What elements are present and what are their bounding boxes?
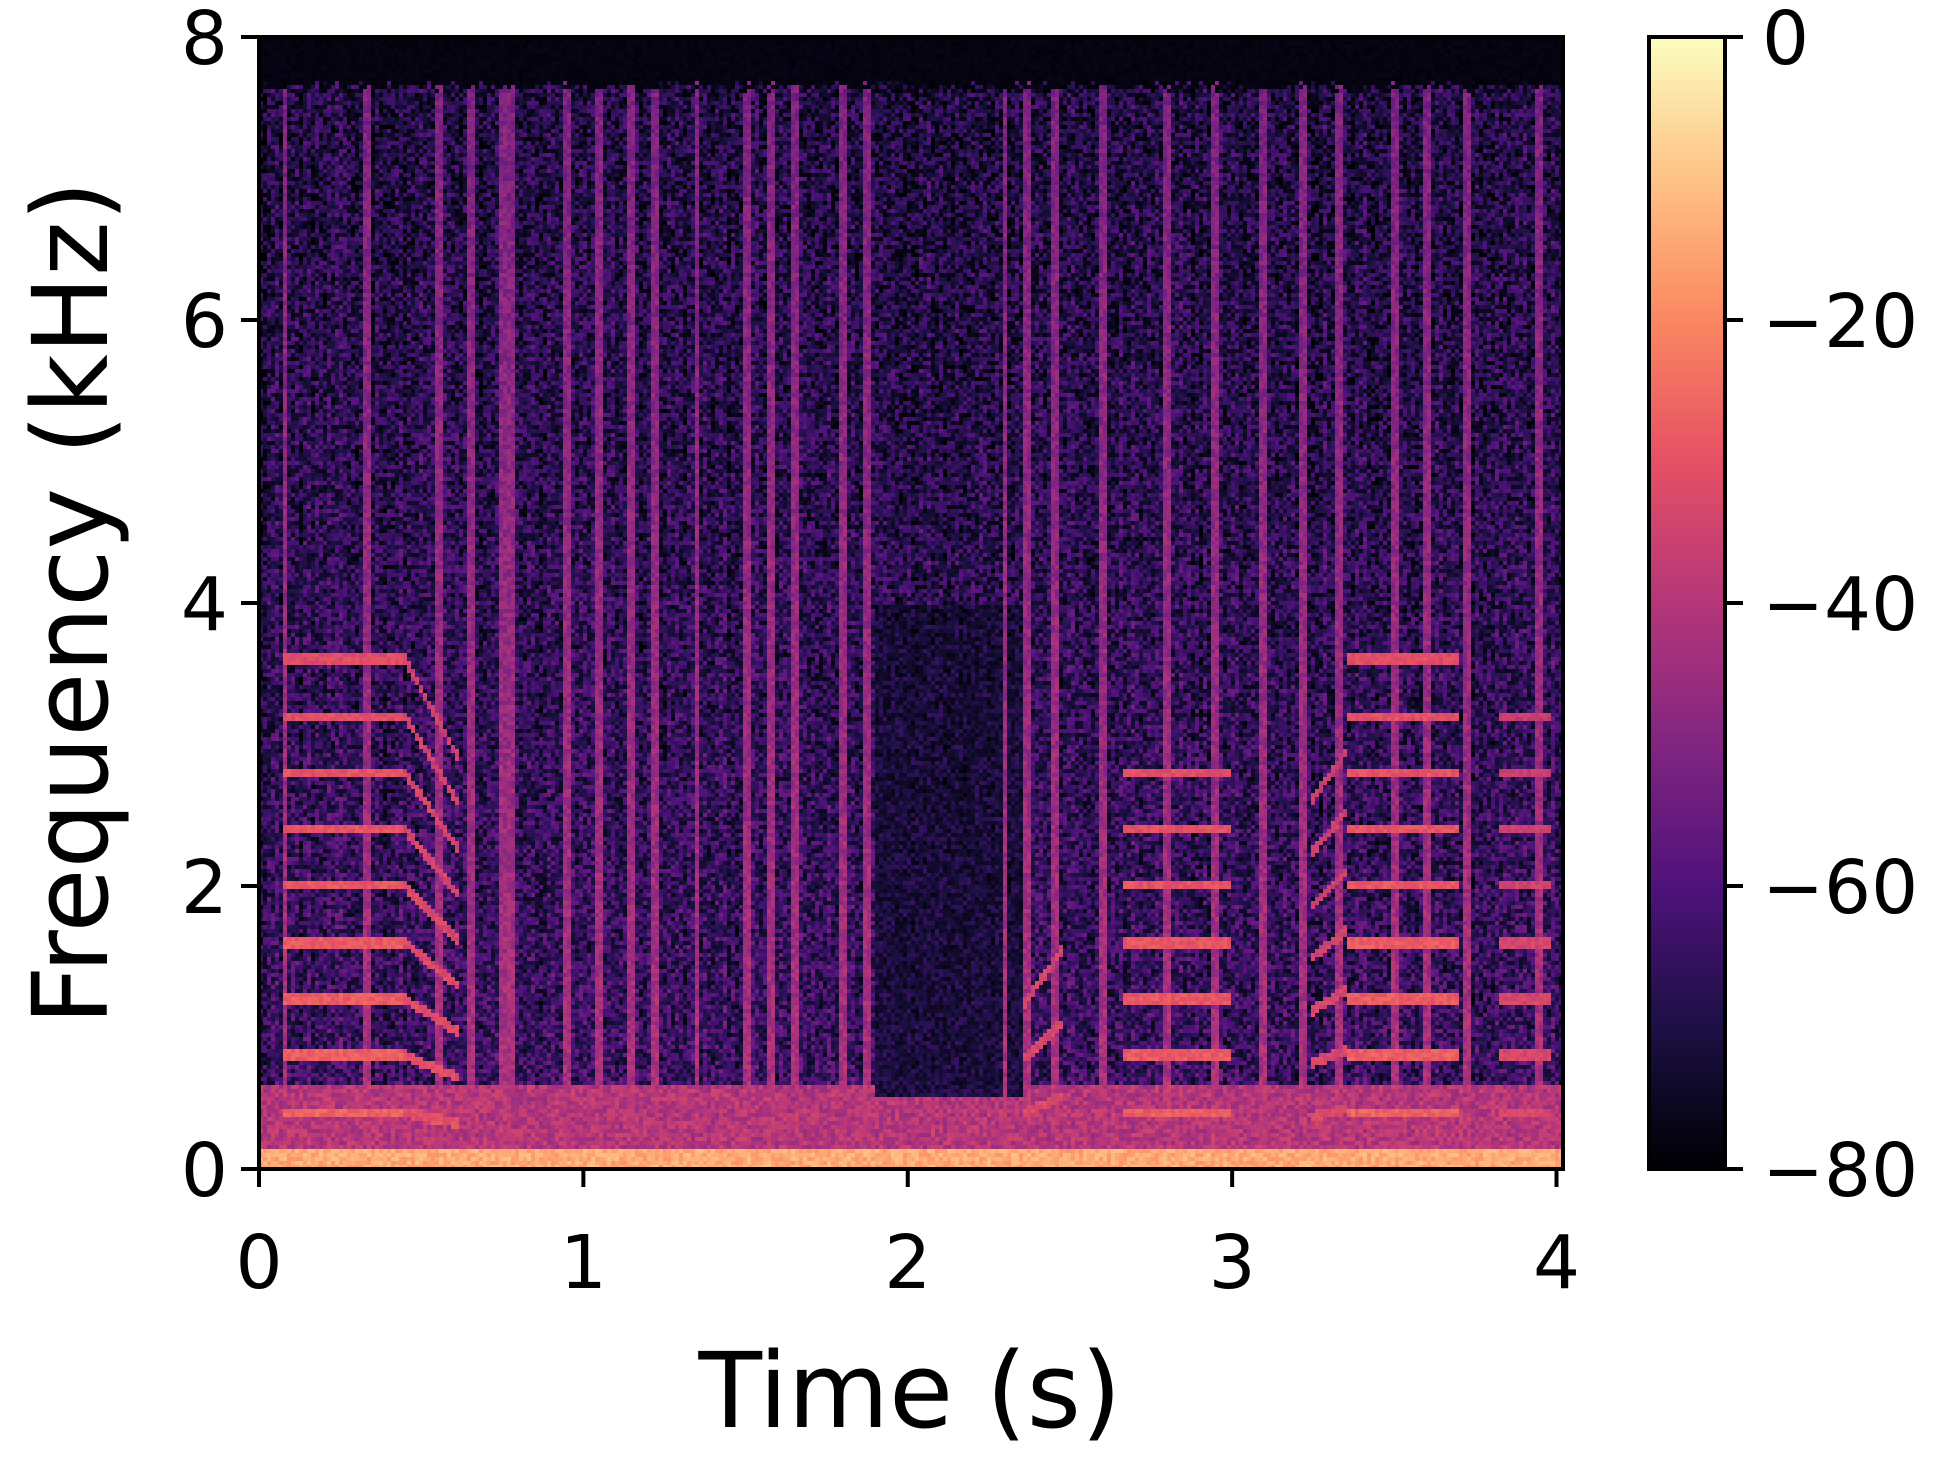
y-tick-label: 8 xyxy=(181,0,228,82)
y-tick-label: 0 xyxy=(181,1128,228,1214)
y-axis: 0 2 4 6 8 xyxy=(181,0,259,1214)
colorbar-tick-label: −60 xyxy=(1762,845,1918,931)
colorbar-scale xyxy=(1649,37,1725,1169)
x-tick-label: 1 xyxy=(560,1220,607,1306)
y-tick-label: 6 xyxy=(181,279,228,365)
y-axis-label: Frequency (kHz) xyxy=(10,181,132,1026)
colorbar-tick-label: −40 xyxy=(1762,562,1918,648)
y-tick-label: 2 xyxy=(181,845,228,931)
x-tick-label: 2 xyxy=(884,1220,931,1306)
spectrogram-image xyxy=(259,37,1563,1169)
colorbar-tick-label: −20 xyxy=(1762,279,1918,365)
x-tick-label: 3 xyxy=(1209,1220,1256,1306)
y-tick-label: 4 xyxy=(181,562,228,648)
x-axis-label: Time (s) xyxy=(698,1330,1122,1452)
x-axis: 0 1 2 3 4 xyxy=(235,1169,1580,1306)
x-tick-label: 0 xyxy=(235,1220,282,1306)
colorbar: 0 −20 −40 −60 −80 xyxy=(1647,0,1918,1214)
colorbar-tick-label: 0 xyxy=(1762,0,1809,82)
colorbar-tick-label: −80 xyxy=(1762,1128,1918,1214)
colorbar-ticks: 0 −20 −40 −60 −80 xyxy=(1725,0,1918,1214)
spectrogram-heatmap xyxy=(259,37,1563,1169)
x-tick-label: 4 xyxy=(1533,1220,1580,1306)
